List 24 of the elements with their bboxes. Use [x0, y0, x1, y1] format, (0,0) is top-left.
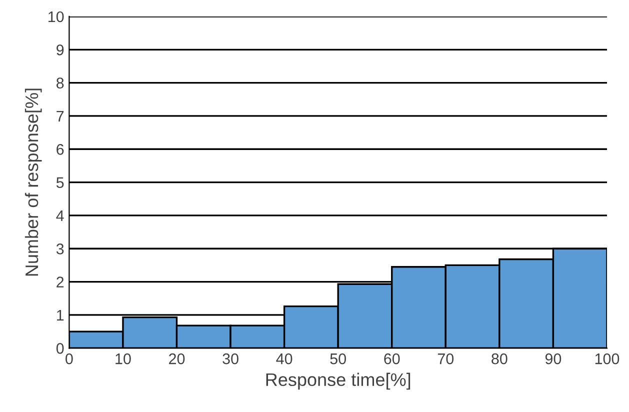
y-tick-label: 5	[56, 177, 64, 188]
x-axis-title: Response time[%]	[266, 372, 410, 390]
x-tick-label: 90	[545, 353, 562, 364]
y-tick-label: 7	[56, 111, 64, 122]
y-tick-label: 4	[56, 210, 64, 222]
y-axis-title: Number of response[%]	[24, 88, 42, 276]
y-tick-label: 1	[57, 310, 64, 321]
y-tick-label: 8	[56, 78, 64, 88]
y-tick-label: 2	[56, 276, 64, 288]
x-tick-label: 80	[492, 353, 508, 364]
x-tick-label: 20	[169, 353, 185, 364]
x-tick-label: 40	[276, 353, 292, 364]
x-tick-label: 0	[66, 353, 73, 364]
x-tick-label: 50	[330, 353, 346, 364]
y-tick-label: 9	[56, 44, 64, 56]
y-tick-label: 0	[56, 343, 64, 354]
x-tick-label: 30	[222, 353, 238, 364]
x-tick-label: 70	[438, 353, 454, 364]
x-tick-label: 10	[116, 353, 131, 364]
y-tick-label: 3	[56, 244, 64, 254]
x-tick-label: 60	[384, 353, 400, 364]
y-tick-label: 10	[48, 11, 64, 22]
y-tick-label: 6	[56, 144, 64, 155]
x-tick-label: 100	[595, 353, 620, 364]
